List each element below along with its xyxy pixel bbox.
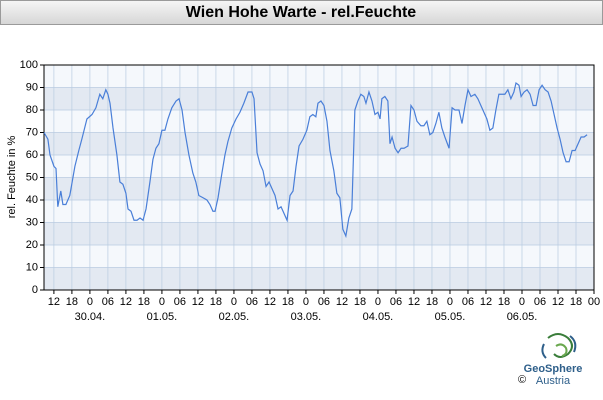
- y-tick-label: 40: [26, 194, 38, 206]
- title-bar: [0, 0, 603, 25]
- copyright: ©: [518, 374, 526, 386]
- x-tick-label: 06: [174, 296, 186, 308]
- x-tick-label: 0: [519, 296, 525, 308]
- x-tick-label: 18: [498, 296, 510, 308]
- x-tick-label: 06: [390, 296, 402, 308]
- chart-title: Wien Hohe Warte - rel.Feuchte: [186, 4, 417, 21]
- y-tick-label: 50: [26, 171, 38, 183]
- x-tick-label: 12: [552, 296, 564, 308]
- date-label: 01.05.: [147, 311, 178, 323]
- logo-sub: Austria: [536, 375, 571, 387]
- y-tick-label: 100: [20, 59, 38, 71]
- x-tick-label: 12: [480, 296, 492, 308]
- x-tick-label: 12: [120, 296, 132, 308]
- y-tick-label: 60: [26, 149, 38, 161]
- y-tick-label: 30: [26, 216, 38, 228]
- logo-swirl: [541, 335, 577, 359]
- x-tick-label: 06: [246, 296, 258, 308]
- logo-swirl: [547, 333, 573, 358]
- x-tick-label: 18: [66, 296, 78, 308]
- y-tick-label: 0: [32, 284, 38, 296]
- date-label: 03.05.: [291, 311, 322, 323]
- x-tick-label: 06: [318, 296, 330, 308]
- x-tick-label: 06: [534, 296, 546, 308]
- x-tick-label: 0: [87, 296, 93, 308]
- x-tick-label: 12: [48, 296, 60, 308]
- x-tick-label: 18: [354, 296, 366, 308]
- x-tick-label: 0: [159, 296, 165, 308]
- date-label: 06.05.: [507, 311, 538, 323]
- x-tick-label: 06: [462, 296, 474, 308]
- x-tick-label: 12: [408, 296, 420, 308]
- x-tick-label: 18: [210, 296, 222, 308]
- band: [44, 87, 594, 110]
- date-label: 02.05.: [219, 311, 250, 323]
- x-tick-label: 18: [138, 296, 150, 308]
- x-tick-label: 18: [282, 296, 294, 308]
- logo-swirl: [555, 343, 568, 357]
- x-tick-label: 18: [570, 296, 582, 308]
- y-tick-label: 80: [26, 104, 38, 116]
- y-tick-label: 10: [26, 261, 38, 273]
- x-tick-label: 12: [336, 296, 348, 308]
- band: [44, 177, 594, 200]
- date-label: 05.05.: [435, 311, 466, 323]
- band: [44, 222, 594, 245]
- logo: GeoSphere Austria ©: [518, 333, 583, 387]
- plot-border: [43, 64, 595, 291]
- band: [44, 132, 594, 155]
- y-tick-label: 20: [26, 239, 38, 251]
- x-tick-label: 0: [303, 296, 309, 308]
- band: [44, 267, 594, 290]
- y-tick-label: 90: [26, 81, 38, 93]
- x-tick-label: 00: [588, 296, 600, 308]
- plot-area: 12 18 0 06 12 18 0 06 12 18 0 06 12 18 0 06 12 18 0 06 12 18 0…: [20, 59, 600, 323]
- y-tick-label: 70: [26, 126, 38, 138]
- date-label: 30.04.: [75, 311, 106, 323]
- data-line: [43, 81, 588, 239]
- x-tick-label: 0: [375, 296, 381, 308]
- x-tick-label: 06: [102, 296, 114, 308]
- logo-name: GeoSphere: [524, 363, 583, 375]
- x-tick-label: 12: [264, 296, 276, 308]
- x-tick-label: 0: [447, 296, 453, 308]
- y-axis-label: rel. Feuchte in %: [6, 136, 18, 219]
- x-tick-label: 12: [192, 296, 204, 308]
- x-tick-label: 18: [426, 296, 438, 308]
- date-label: 04.05.: [363, 311, 394, 323]
- x-tick-label: 0: [231, 296, 237, 308]
